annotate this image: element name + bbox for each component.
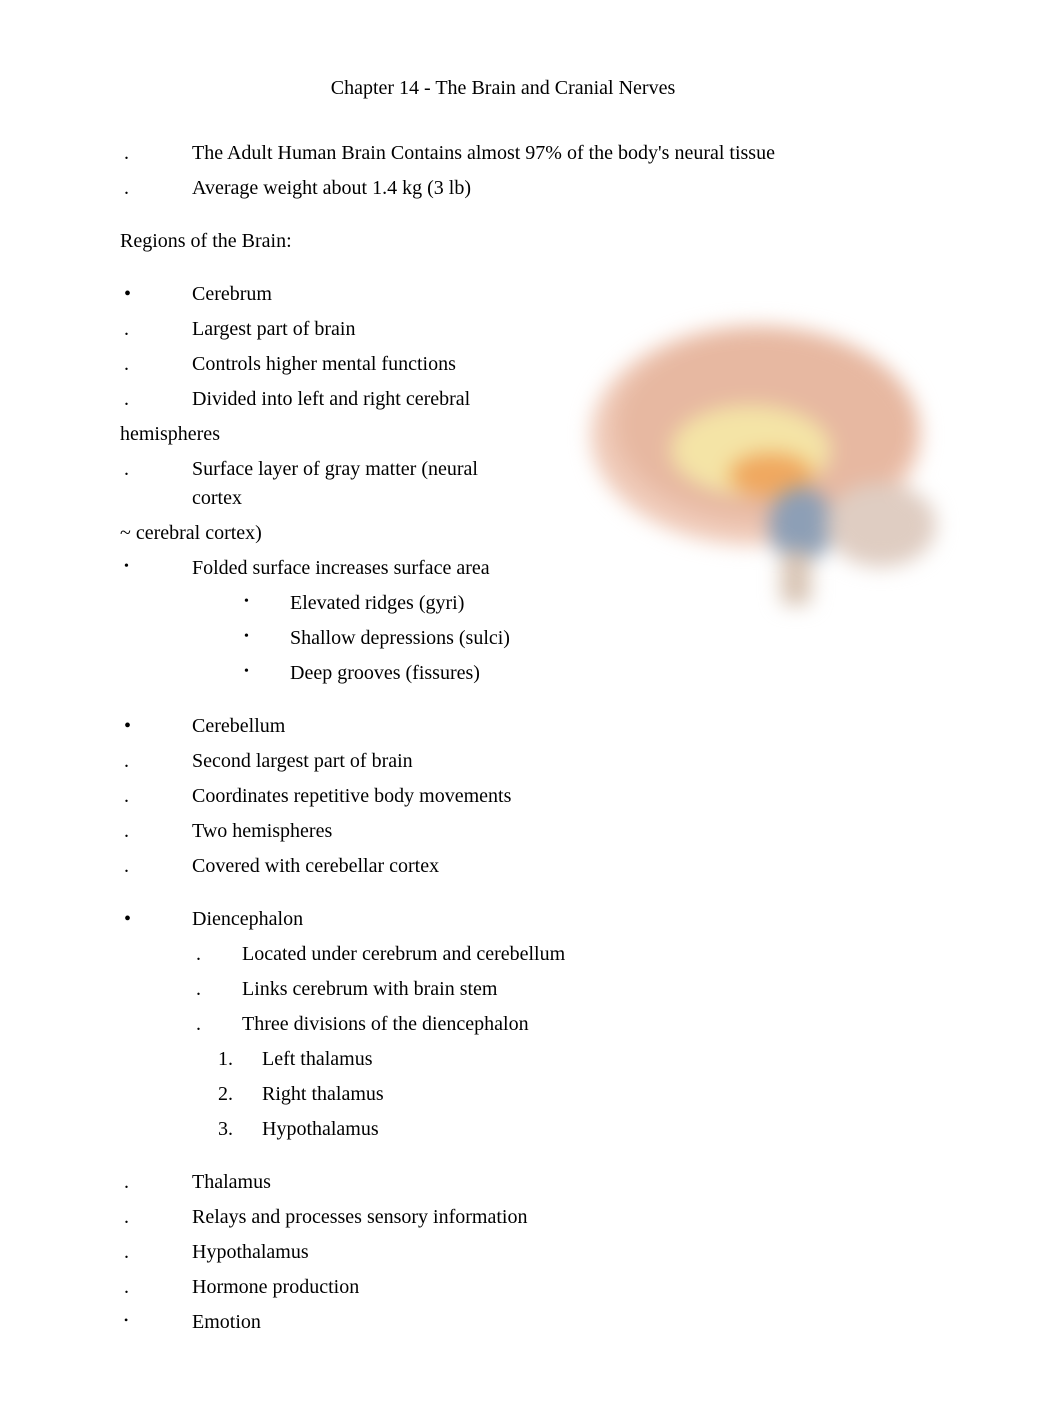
list-text: Folded surface increases surface area (192, 554, 526, 583)
tail-block: . Thalamus . Relays and processes sensor… (120, 1168, 966, 1337)
list-item: . Surface layer of gray matter (neural c… (120, 455, 526, 513)
list-item: . Average weight about 1.4 kg (3 lb) (120, 174, 966, 203)
list-text: Diencephalon (192, 905, 966, 934)
list-text: Right thalamus (262, 1080, 966, 1109)
cerebrum-block: • Cerebrum . Largest part of brain . Con… (120, 280, 526, 414)
list-text: Cerebrum (192, 280, 526, 309)
list-text: Relays and processes sensory information (192, 1203, 966, 1232)
number-marker: 1. (214, 1045, 242, 1074)
dot-marker: . (120, 1203, 172, 1232)
list-text: Covered with cerebellar cortex (192, 852, 966, 881)
dot-marker: . (120, 1168, 172, 1197)
dot-marker: . (120, 350, 172, 379)
brain-svg (546, 300, 966, 610)
list-item: . Coordinates repetitive body movements (120, 782, 966, 811)
smdot-marker: • (120, 554, 172, 577)
list-item: • Elevated ridges (gyri) (120, 589, 526, 618)
cerebellum-block: • Cerebellum . Second largest part of br… (120, 712, 966, 881)
smdot-marker: • (240, 659, 270, 682)
list-item: • Deep grooves (fissures) (120, 659, 526, 688)
intro-list: . The Adult Human Brain Contains almost … (120, 139, 966, 203)
list-item: . Thalamus (120, 1168, 966, 1197)
dot-marker: . (120, 852, 172, 881)
bullet-marker: • (120, 905, 172, 934)
number-marker: 2. (214, 1080, 242, 1109)
dot-marker: . (120, 1273, 172, 1302)
dot-marker: . (120, 174, 172, 203)
list-text: Coordinates repetitive body movements (192, 782, 966, 811)
list-item: • Diencephalon (120, 905, 966, 934)
dot-marker: . (120, 455, 172, 484)
list-text: Deep grooves (fissures) (290, 659, 526, 688)
brain-illustration (546, 300, 966, 610)
list-text: Average weight about 1.4 kg (3 lb) (192, 174, 966, 203)
smdot-marker: • (240, 624, 270, 647)
list-text: Emotion (192, 1308, 966, 1337)
diencephalon-block: • Diencephalon . Located under cerebrum … (120, 905, 966, 1144)
list-text: Hormone production (192, 1273, 966, 1302)
list-text: Three divisions of the diencephalon (242, 1010, 966, 1039)
list-item: • Cerebrum (120, 280, 526, 309)
list-item: 1. Left thalamus (120, 1045, 966, 1074)
dot-marker: . (192, 940, 222, 969)
smdot-marker: • (240, 589, 270, 612)
regions-heading: Regions of the Brain: (120, 227, 966, 256)
dot-marker: . (192, 975, 222, 1004)
list-item: . Two hemispheres (120, 817, 966, 846)
list-text: Located under cerebrum and cerebellum (242, 940, 966, 969)
dot-marker: . (192, 1010, 222, 1039)
list-text: Elevated ridges (gyri) (290, 589, 526, 618)
list-item: • Folded surface increases surface area (120, 554, 526, 583)
list-item: . Covered with cerebellar cortex (120, 852, 966, 881)
dot-marker: . (120, 747, 172, 776)
list-text: Largest part of brain (192, 315, 526, 344)
list-text: Divided into left and right cerebral (192, 385, 526, 414)
list-item: . Hypothalamus (120, 1238, 966, 1267)
list-text: Second largest part of brain (192, 747, 966, 776)
dot-marker: . (120, 139, 172, 168)
list-item: . Largest part of brain (120, 315, 526, 344)
dot-marker: . (120, 315, 172, 344)
list-item: • Cerebellum (120, 712, 966, 741)
list-item: . Located under cerebrum and cerebellum (120, 940, 966, 969)
list-item: • Shallow depressions (sulci) (120, 624, 526, 653)
bullet-marker: • (120, 280, 172, 309)
list-text: The Adult Human Brain Contains almost 97… (192, 139, 966, 168)
chapter-title: Chapter 14 - The Brain and Cranial Nerve… (120, 74, 966, 103)
continuation-line: hemispheres (120, 420, 526, 449)
list-item: . The Adult Human Brain Contains almost … (120, 139, 966, 168)
list-text: Shallow depressions (sulci) (290, 624, 526, 653)
list-item: . Second largest part of brain (120, 747, 966, 776)
dot-marker: . (120, 1238, 172, 1267)
dot-marker: . (120, 817, 172, 846)
list-item: . Relays and processes sensory informati… (120, 1203, 966, 1232)
list-item: . Divided into left and right cerebral (120, 385, 526, 414)
dot-marker: . (120, 782, 172, 811)
list-text: Cerebellum (192, 712, 966, 741)
smdot-marker: • (120, 1308, 172, 1329)
list-text: Links cerebrum with brain stem (242, 975, 966, 1004)
number-marker: 3. (214, 1115, 242, 1144)
left-column: • Cerebrum . Largest part of brain . Con… (120, 280, 526, 694)
list-text: Controls higher mental functions (192, 350, 526, 379)
list-item: 3. Hypothalamus (120, 1115, 966, 1144)
list-item: . Links cerebrum with brain stem (120, 975, 966, 1004)
bullet-marker: • (120, 712, 172, 741)
dot-marker: . (120, 385, 172, 414)
brain-figure (546, 300, 966, 610)
list-item: 2. Right thalamus (120, 1080, 966, 1109)
list-text: Surface layer of gray matter (neural cor… (192, 455, 526, 513)
list-text: Hypothalamus (262, 1115, 966, 1144)
list-item: . Hormone production (120, 1273, 966, 1302)
list-item: • Emotion (120, 1308, 966, 1337)
list-item: . Three divisions of the diencephalon (120, 1010, 966, 1039)
list-text: Thalamus (192, 1168, 966, 1197)
list-text: Two hemispheres (192, 817, 966, 846)
continuation-line: ~ cerebral cortex) (120, 519, 526, 548)
list-text: Hypothalamus (192, 1238, 966, 1267)
list-text: Left thalamus (262, 1045, 966, 1074)
list-item: . Controls higher mental functions (120, 350, 526, 379)
